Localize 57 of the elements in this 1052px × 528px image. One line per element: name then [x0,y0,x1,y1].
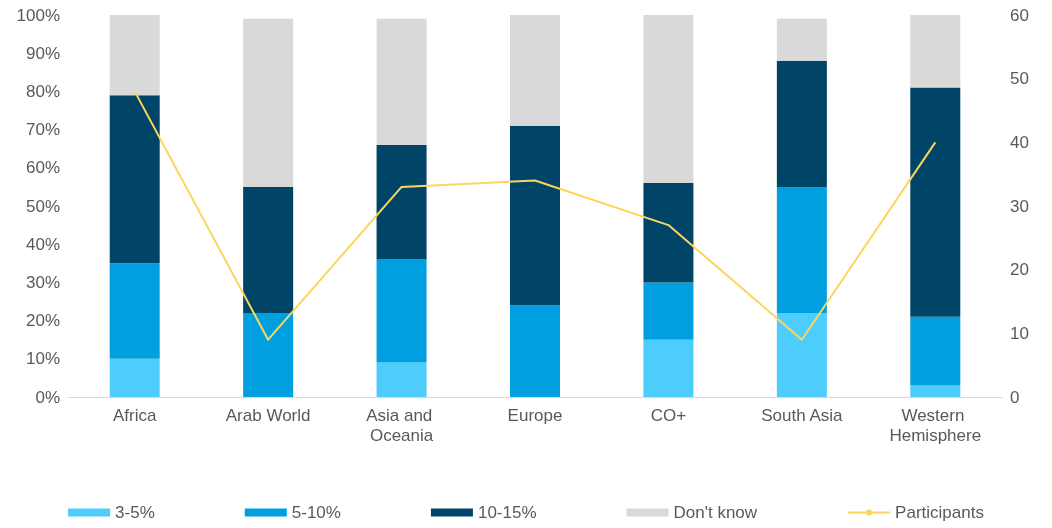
bar [776,18,827,61]
x-tick-label: Arab World [225,405,311,425]
bar [109,358,160,397]
bar [910,15,961,88]
bar [643,339,694,397]
x-tick-label: South Asia [761,405,844,425]
bar [643,183,694,283]
y2-tick-label: 20 [1010,260,1029,280]
bar [910,385,961,397]
y2-tick-label: 0 [1010,387,1020,407]
bar [510,305,560,397]
bar [643,15,694,184]
y2-tick-label: 60 [1010,5,1029,25]
y-tick-label: 10% [25,349,60,369]
bar [376,362,427,397]
y2-tick-label: 50 [1010,69,1029,89]
bar [910,316,961,386]
bar [643,282,694,340]
y-tick-label: 50% [25,196,60,216]
x-tick-label: Western Hemisphere [889,405,982,445]
bar [243,186,294,313]
y2-tick-label: 40 [1010,132,1029,152]
x-tick-label: CO+ [650,405,687,425]
legend-label: 3-5% [115,503,155,522]
y-tick-label: 70% [25,120,60,140]
legend-label: 10-15% [477,503,537,522]
x-tick-label: Asia and Oceania [366,405,438,445]
y-tick-label: 30% [25,272,60,292]
bar [910,87,961,317]
y-tick-label: 100% [16,5,60,25]
bar [376,144,427,260]
bar [109,263,160,359]
bar [243,18,294,187]
y2-tick-label: 10 [1010,323,1029,343]
x-tick-label: Europe [507,405,563,425]
bar [510,15,560,126]
y2-tick-label: 30 [1010,196,1029,216]
legend-label: Participants [895,503,984,522]
bar [776,60,827,187]
y-tick-label: 0% [35,387,60,407]
bar [376,18,427,145]
bar [243,312,294,397]
bar [109,15,160,96]
bar [776,312,827,397]
bar [109,95,160,264]
x-tick-label: Africa [112,405,157,425]
line-series [133,90,937,341]
y-tick-label: 20% [25,311,60,331]
y-tick-label: 60% [25,158,60,178]
y-tick-label: 90% [25,43,60,63]
y-tick-label: 40% [25,234,60,254]
y-tick-label: 80% [25,81,60,101]
bar [776,186,827,313]
bar [376,259,427,363]
bar [510,125,560,306]
legend-label: 5-10% [291,503,341,522]
legend-label: Don't know [673,503,758,522]
